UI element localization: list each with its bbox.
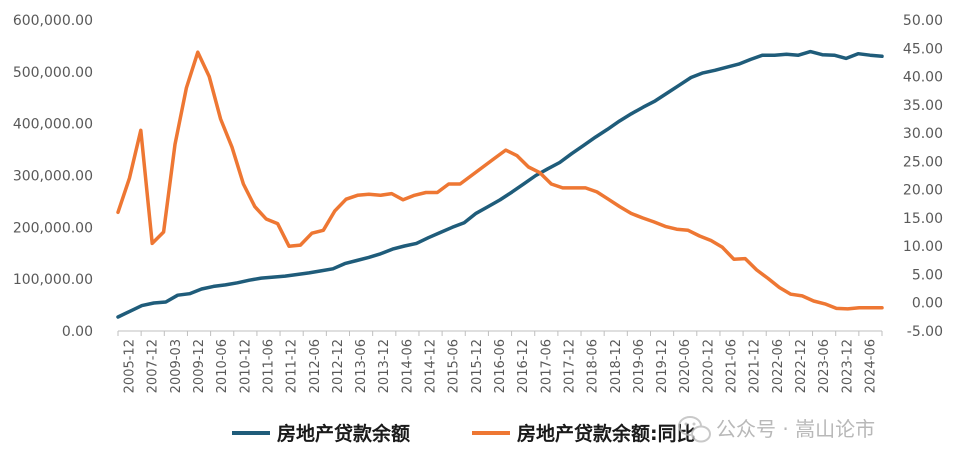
left-y-tick-label: 100,000.00	[13, 272, 93, 288]
left-y-tick-label: 300,000.00	[13, 169, 93, 185]
x-tick-label: 2015-06	[447, 339, 462, 393]
right-y-tick-label: 5.00	[912, 267, 943, 283]
right-y-tick-label: 30.00	[903, 126, 943, 142]
x-tick-label: 2007-12	[146, 339, 161, 393]
x-tick-label: 2018-06	[586, 339, 601, 393]
x-tick-label: 2021-12	[748, 339, 763, 393]
x-tick-label: 2023-06	[817, 339, 832, 393]
x-tick-label: 2022-06	[771, 339, 786, 393]
legend-label-balance: 房地产贷款余额	[277, 422, 410, 445]
x-tick-label: 2011-12	[285, 339, 300, 393]
x-tick-label: 2013-12	[377, 339, 392, 393]
x-tick-label: 2012-06	[308, 339, 323, 393]
series-line-balance	[116, 49, 884, 319]
x-axis: 2005-12 2007-12 2009-03 2009-12 2010-06 2010-…	[117, 330, 883, 393]
wechat-icon	[678, 416, 711, 443]
series-lines	[116, 49, 884, 319]
x-tick-label: 2016-06	[493, 339, 508, 393]
right-y-tick-label: 45.00	[903, 41, 943, 57]
left-y-tick-label: 400,000.00	[13, 117, 93, 133]
x-tick-label: 2019-06	[632, 339, 647, 393]
x-tick-label: 2017-12	[562, 339, 577, 393]
right-y-tick-label: 0.00	[912, 296, 943, 312]
x-tick-label: 2010-06	[215, 339, 230, 393]
left-y-tick-label: 200,000.00	[13, 220, 93, 236]
x-tick-label: 2013-06	[354, 339, 369, 393]
x-tick-label: 2005-12	[123, 339, 138, 393]
x-tick-label: 2011-06	[261, 339, 276, 393]
right-y-tick-label: 40.00	[903, 70, 943, 86]
right-y-tick-label: 20.00	[903, 183, 943, 199]
right-y-tick-label: 25.00	[903, 154, 943, 170]
x-tick-label: 2023-12	[840, 339, 855, 393]
x-tick-label: 2020-12	[701, 339, 716, 393]
x-tick-label: 2014-12	[424, 339, 439, 393]
x-tick-label: 2017-06	[539, 339, 554, 393]
x-tick-label: 2014-06	[400, 339, 415, 393]
right-y-axis: -5.00 0.00 5.00 10.00 15.00 20.00 25.00 30.00 35…	[903, 13, 943, 340]
x-tick-label: 2009-03	[169, 339, 184, 393]
x-tick-label: 2010-12	[238, 339, 253, 393]
x-tick-label: 2021-06	[725, 339, 740, 393]
right-y-tick-label: 35.00	[903, 98, 943, 114]
series-line-yoy	[116, 50, 884, 311]
x-tick-label: 2020-06	[678, 339, 693, 393]
x-tick-label: 2018-12	[609, 339, 624, 393]
x-tick-label: 2019-12	[655, 339, 670, 393]
left-y-tick-label: 500,000.00	[13, 65, 93, 81]
watermark: 公众号 · 嵩山论市	[678, 416, 875, 443]
x-tick-label: 2015-12	[470, 339, 485, 393]
left-y-axis: 0.00 100,000.00 200,000.00 300,000.00 400,00…	[13, 13, 93, 340]
left-y-tick-label: 0.00	[62, 324, 93, 340]
legend-label-yoy: 房地产贷款余额:同比	[517, 422, 696, 445]
x-tick-label: 2009-12	[192, 339, 207, 393]
x-tick-label: 2022-12	[794, 339, 809, 393]
watermark-text: 公众号 · 嵩山论市	[716, 417, 875, 441]
right-y-tick-label: -5.00	[907, 324, 943, 340]
right-y-tick-label: 15.00	[903, 211, 943, 227]
legend: 房地产贷款余额 房地产贷款余额:同比	[232, 422, 696, 445]
right-y-tick-label: 50.00	[903, 13, 943, 29]
x-tick-label: 2024-06	[863, 339, 878, 393]
x-tick-label: 2012-12	[331, 339, 346, 393]
right-y-tick-label: 10.00	[903, 239, 943, 255]
x-tick-label: 2016-12	[516, 339, 531, 393]
left-y-tick-label: 600,000.00	[13, 13, 93, 29]
